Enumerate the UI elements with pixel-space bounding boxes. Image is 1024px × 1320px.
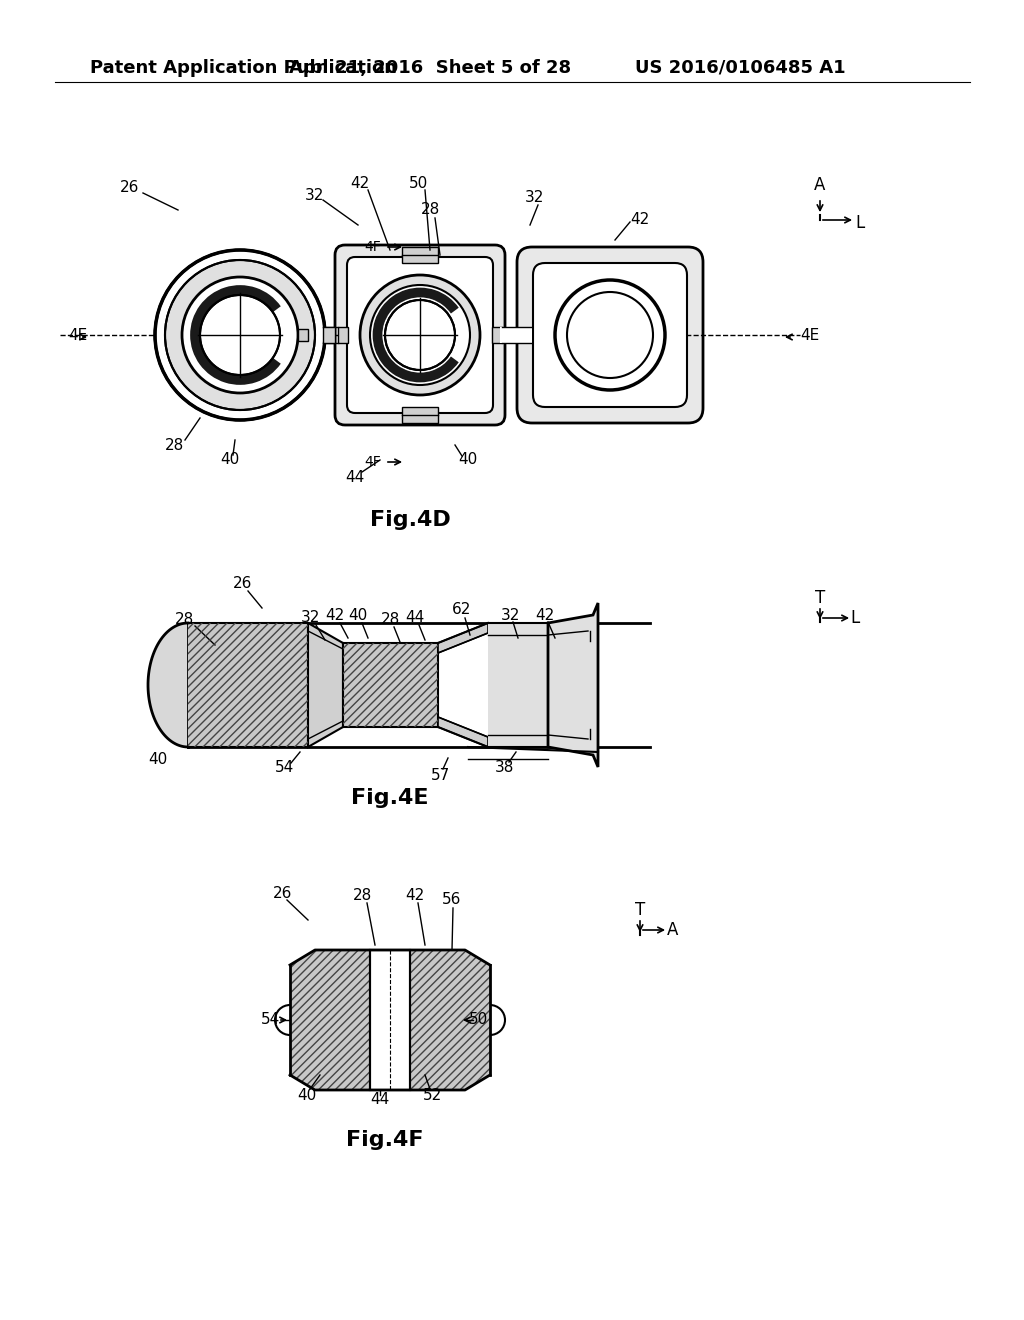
Text: Fig.4F: Fig.4F (346, 1130, 424, 1150)
Text: 28: 28 (353, 887, 373, 903)
FancyBboxPatch shape (347, 257, 493, 413)
Text: 54: 54 (275, 760, 295, 776)
Polygon shape (290, 950, 490, 1090)
Circle shape (370, 285, 470, 385)
Circle shape (182, 277, 298, 393)
Polygon shape (148, 623, 188, 747)
Circle shape (165, 260, 315, 411)
Text: 26: 26 (273, 886, 293, 900)
Circle shape (385, 300, 455, 370)
FancyBboxPatch shape (517, 247, 703, 422)
Polygon shape (438, 717, 488, 747)
Text: 40: 40 (348, 609, 368, 623)
Circle shape (200, 294, 280, 375)
Text: A: A (668, 921, 679, 939)
Text: Fig.4E: Fig.4E (351, 788, 429, 808)
Text: 42: 42 (536, 607, 555, 623)
Text: 38: 38 (496, 760, 515, 776)
Text: 44: 44 (371, 1093, 389, 1107)
Text: Apr. 21, 2016  Sheet 5 of 28: Apr. 21, 2016 Sheet 5 of 28 (289, 59, 571, 77)
Text: L: L (850, 609, 859, 627)
Text: 4E: 4E (800, 327, 819, 342)
Bar (488, 623, 548, 747)
Bar (402, 407, 438, 422)
Text: L: L (855, 214, 864, 232)
Text: 44: 44 (406, 610, 425, 626)
Text: 32: 32 (501, 607, 520, 623)
Bar (492, 327, 502, 343)
Text: 50: 50 (409, 176, 428, 190)
Text: 32: 32 (305, 187, 325, 202)
Text: 42: 42 (326, 609, 345, 623)
Text: 42: 42 (350, 176, 370, 190)
Text: 40: 40 (220, 453, 240, 467)
Bar (402, 247, 438, 263)
FancyBboxPatch shape (534, 263, 687, 407)
Text: T: T (635, 902, 645, 919)
Text: 28: 28 (421, 202, 439, 218)
Text: 26: 26 (233, 577, 253, 591)
Bar (188, 623, 308, 747)
Text: 28: 28 (380, 612, 399, 627)
Text: Fig.4D: Fig.4D (370, 510, 451, 531)
Circle shape (155, 249, 325, 420)
Bar (343, 643, 438, 727)
Bar (370, 950, 410, 1090)
Text: US 2016/0106485 A1: US 2016/0106485 A1 (635, 59, 846, 77)
Polygon shape (308, 623, 343, 747)
Text: 40: 40 (148, 752, 168, 767)
Bar (343, 643, 438, 727)
Bar (500, 327, 532, 343)
Text: 62: 62 (453, 602, 472, 618)
Text: 28: 28 (165, 437, 184, 453)
Text: 32: 32 (300, 610, 319, 626)
Text: 4F: 4F (365, 240, 381, 253)
Text: 56: 56 (442, 892, 462, 908)
Text: 52: 52 (422, 1088, 441, 1102)
FancyBboxPatch shape (335, 246, 505, 425)
Text: 32: 32 (525, 190, 545, 206)
Text: 42: 42 (631, 213, 649, 227)
Text: 4E: 4E (68, 327, 87, 342)
Text: Patent Application Publication: Patent Application Publication (90, 59, 397, 77)
Text: 40: 40 (297, 1088, 316, 1102)
Bar (338, 327, 348, 343)
Bar (298, 329, 308, 341)
Text: 54: 54 (260, 1012, 280, 1027)
Text: A: A (814, 176, 825, 194)
Text: 40: 40 (459, 453, 477, 467)
Polygon shape (438, 623, 488, 653)
Circle shape (360, 275, 480, 395)
Text: 57: 57 (430, 767, 450, 783)
Bar (188, 623, 308, 747)
Polygon shape (548, 603, 598, 767)
Text: 42: 42 (406, 887, 425, 903)
Text: T: T (815, 589, 825, 607)
Text: 4F: 4F (365, 455, 381, 469)
Text: 50: 50 (468, 1012, 487, 1027)
Text: 26: 26 (120, 181, 139, 195)
Bar (323, 327, 335, 343)
Text: 44: 44 (345, 470, 365, 484)
Text: 28: 28 (175, 612, 195, 627)
